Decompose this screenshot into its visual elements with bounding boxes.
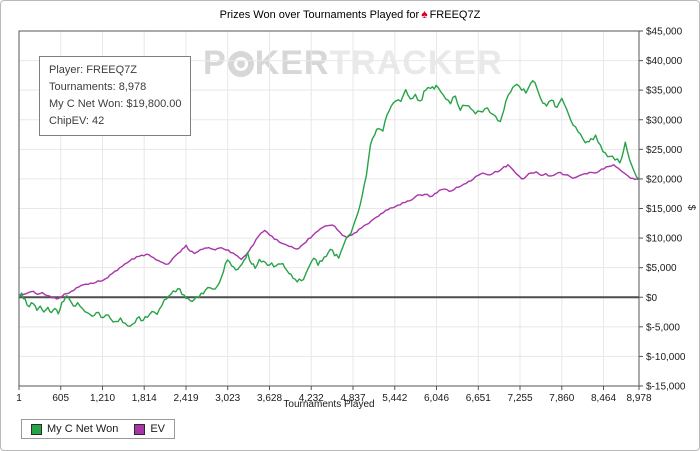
legend-item-net-won: My C Net Won	[31, 423, 118, 435]
y-tick-label: $-10,000	[646, 352, 686, 363]
y-tick-label: $30,000	[646, 115, 683, 126]
pokertracker-watermark: P KERTRACKER	[203, 44, 503, 82]
x-tick-label: 7,255	[507, 393, 532, 404]
summary-info-box: Player: FREEQ7Z Tournaments: 8,978 My C …	[39, 56, 192, 136]
x-tick-label: 2,419	[173, 393, 198, 404]
x-tick-label: 3,628	[257, 393, 282, 404]
x-tick-label: 4,232	[299, 393, 324, 404]
y-tick-label: $45,000	[646, 27, 683, 38]
x-tick-label: 1	[16, 393, 22, 404]
legend-item-ev: EV	[134, 423, 165, 435]
x-tick-label: 5,442	[382, 393, 407, 404]
y-axis-unit-label: $	[685, 204, 697, 211]
y-tick-label: $0	[646, 293, 658, 304]
y-tick-label: $40,000	[646, 56, 683, 67]
y-tick-label: $35,000	[646, 86, 683, 97]
y-tick-label: $15,000	[646, 204, 683, 215]
chart-title: Prizes Won over Tournaments Played for ♠ F…	[1, 7, 699, 21]
x-tick-label: 8,464	[591, 393, 616, 404]
poker-chip-icon	[227, 51, 254, 77]
x-tick-label: 8,978	[626, 393, 651, 404]
x-tick-label: 605	[52, 393, 69, 404]
legend-label-net-won: My C Net Won	[47, 423, 119, 435]
chart-title-player: FREEQ7Z	[429, 9, 481, 21]
net-won-swatch-icon	[31, 423, 42, 435]
y-tick-label: $20,000	[646, 174, 683, 185]
x-tick-label: 7,860	[549, 393, 574, 404]
info-player-line: Player: FREEQ7Z	[49, 64, 138, 76]
x-tick-label: 6,651	[466, 393, 491, 404]
info-chipev-line: ChipEV: 42	[49, 115, 105, 127]
series-line-ev	[19, 163, 639, 300]
legend-label-ev: EV	[150, 423, 165, 435]
info-tournaments-line: Tournaments: 8,978	[49, 81, 147, 93]
x-tick-label: 4,837	[340, 393, 365, 404]
y-tick-label: $5,000	[646, 263, 677, 274]
x-axis-title: Tournaments Played	[283, 399, 375, 410]
y-tick-label: $25,000	[646, 145, 683, 156]
pokerstars-spade-icon: ♠	[421, 7, 428, 21]
y-tick-label: $10,000	[646, 234, 683, 245]
info-net-won-line: My C Net Won: $19,800.00	[49, 98, 182, 110]
x-tick-label: 3,023	[215, 393, 240, 404]
series-line-net-won	[19, 79, 639, 327]
chart-legend: My C Net Won EV	[21, 419, 175, 439]
x-tick-label: 1,814	[132, 393, 157, 404]
x-tick-label: 6,046	[424, 393, 449, 404]
ev-swatch-icon	[134, 423, 146, 435]
x-tick-label: 1,210	[90, 393, 115, 404]
y-tick-label: $-5,000	[646, 322, 680, 333]
y-tick-label: $-15,000	[646, 382, 686, 393]
chart-title-text: Prizes Won over Tournaments Played for	[219, 9, 420, 21]
